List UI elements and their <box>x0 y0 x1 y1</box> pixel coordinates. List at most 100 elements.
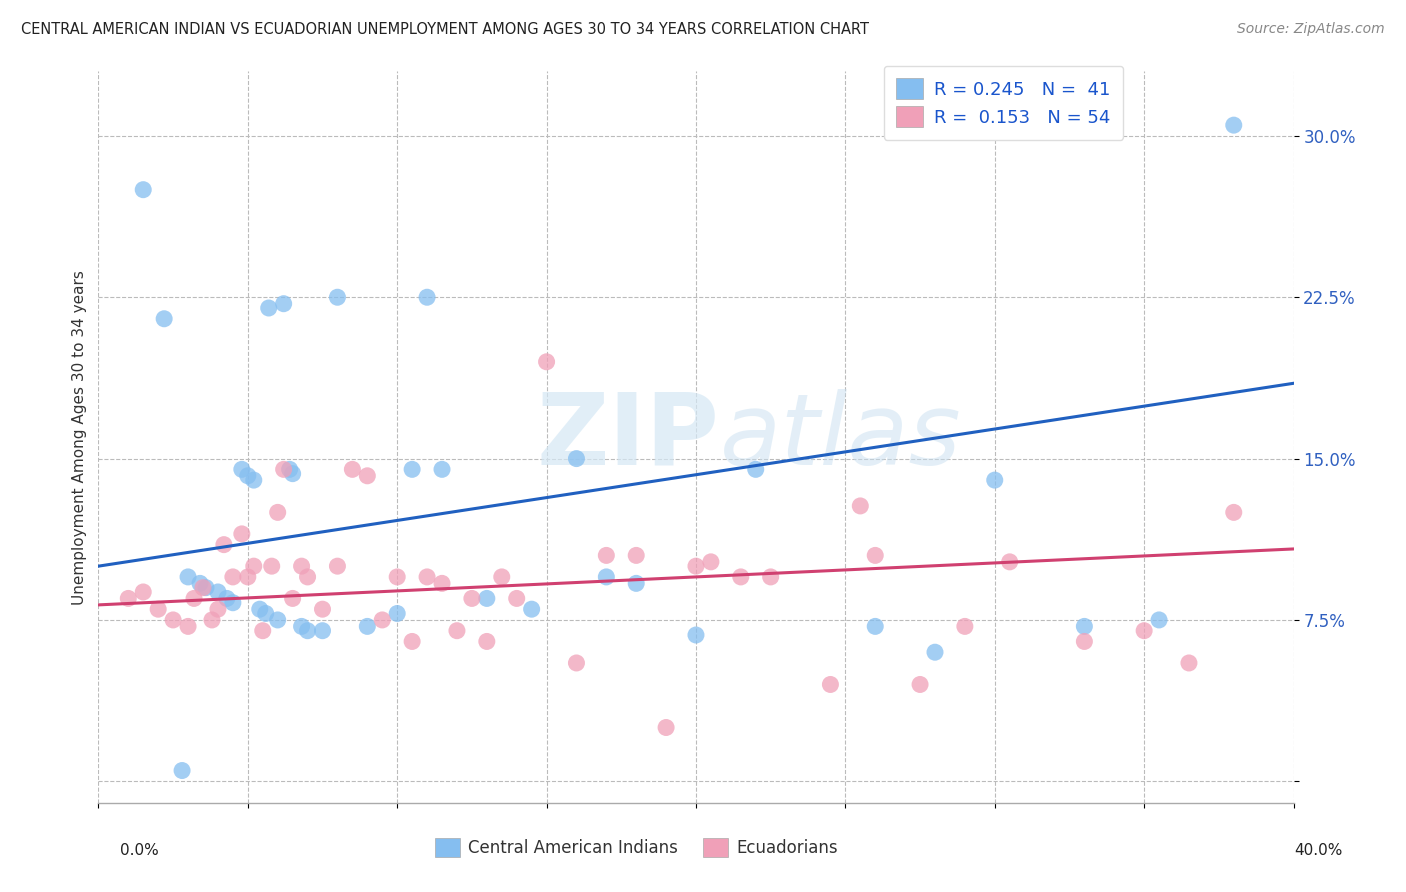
Point <box>1147 613 1170 627</box>
Point <box>260 559 283 574</box>
Point <box>326 559 349 574</box>
Point <box>536 355 558 369</box>
Point <box>356 468 378 483</box>
Point <box>908 677 931 691</box>
Point <box>759 570 782 584</box>
Point <box>311 602 333 616</box>
Point <box>273 296 295 310</box>
Point <box>326 290 349 304</box>
Point <box>416 570 439 584</box>
Y-axis label: Unemployment Among Ages 30 to 34 years: Unemployment Among Ages 30 to 34 years <box>72 269 87 605</box>
Point <box>1073 634 1095 648</box>
Point <box>385 570 409 584</box>
Point <box>231 527 253 541</box>
Point <box>207 585 229 599</box>
Point <box>177 570 200 584</box>
Point <box>430 576 453 591</box>
Point <box>998 555 1021 569</box>
Point <box>820 677 842 691</box>
Text: CENTRAL AMERICAN INDIAN VS ECUADORIAN UNEMPLOYMENT AMONG AGES 30 TO 34 YEARS COR: CENTRAL AMERICAN INDIAN VS ECUADORIAN UN… <box>21 22 869 37</box>
Point <box>685 559 707 574</box>
Point <box>371 613 394 627</box>
Point <box>162 613 184 627</box>
Point <box>685 628 707 642</box>
Point <box>243 559 266 574</box>
Point <box>231 462 253 476</box>
Point <box>201 613 224 627</box>
Point <box>222 570 245 584</box>
Point <box>254 607 277 621</box>
Point <box>865 549 887 563</box>
Point <box>291 559 314 574</box>
Point <box>153 311 176 326</box>
Point <box>446 624 468 638</box>
Point <box>626 576 648 591</box>
Point <box>595 570 617 584</box>
Point <box>267 505 290 519</box>
Point <box>700 555 723 569</box>
Point <box>461 591 484 606</box>
Point <box>236 468 259 483</box>
Point <box>236 570 259 584</box>
Point <box>172 764 194 778</box>
Legend: Central American Indians, Ecuadorians: Central American Indians, Ecuadorians <box>427 831 845 864</box>
Point <box>311 624 333 638</box>
Point <box>924 645 946 659</box>
Point <box>207 602 229 616</box>
Point <box>1223 118 1246 132</box>
Point <box>132 585 155 599</box>
Point <box>1073 619 1095 633</box>
Point <box>626 549 648 563</box>
Text: 0.0%: 0.0% <box>120 843 159 858</box>
Point <box>132 183 155 197</box>
Point <box>1178 656 1201 670</box>
Text: 40.0%: 40.0% <box>1295 843 1343 858</box>
Point <box>183 591 205 606</box>
Point <box>506 591 529 606</box>
Point <box>475 634 498 648</box>
Point <box>416 290 439 304</box>
Point <box>745 462 768 476</box>
Point <box>595 549 617 563</box>
Point <box>291 619 314 633</box>
Point <box>1223 505 1246 519</box>
Point <box>249 602 271 616</box>
Point <box>257 301 280 315</box>
Point <box>565 451 588 466</box>
Point <box>281 591 304 606</box>
Point <box>273 462 295 476</box>
Point <box>148 602 170 616</box>
Point <box>188 576 211 591</box>
Point <box>1133 624 1156 638</box>
Text: ZIP: ZIP <box>537 389 720 485</box>
Point <box>953 619 976 633</box>
Point <box>865 619 887 633</box>
Text: Source: ZipAtlas.com: Source: ZipAtlas.com <box>1237 22 1385 37</box>
Point <box>212 538 235 552</box>
Point <box>278 462 301 476</box>
Point <box>849 499 872 513</box>
Point <box>243 473 266 487</box>
Point <box>655 721 678 735</box>
Point <box>117 591 139 606</box>
Point <box>565 656 588 670</box>
Point <box>195 581 218 595</box>
Point <box>191 581 214 595</box>
Point <box>177 619 200 633</box>
Point <box>267 613 290 627</box>
Point <box>401 634 423 648</box>
Point <box>281 467 304 481</box>
Point <box>215 591 238 606</box>
Point <box>222 596 245 610</box>
Point <box>385 607 409 621</box>
Point <box>297 624 319 638</box>
Point <box>475 591 498 606</box>
Point <box>342 462 364 476</box>
Point <box>730 570 752 584</box>
Point <box>297 570 319 584</box>
Point <box>984 473 1007 487</box>
Point <box>520 602 543 616</box>
Text: atlas: atlas <box>720 389 962 485</box>
Point <box>401 462 423 476</box>
Point <box>491 570 513 584</box>
